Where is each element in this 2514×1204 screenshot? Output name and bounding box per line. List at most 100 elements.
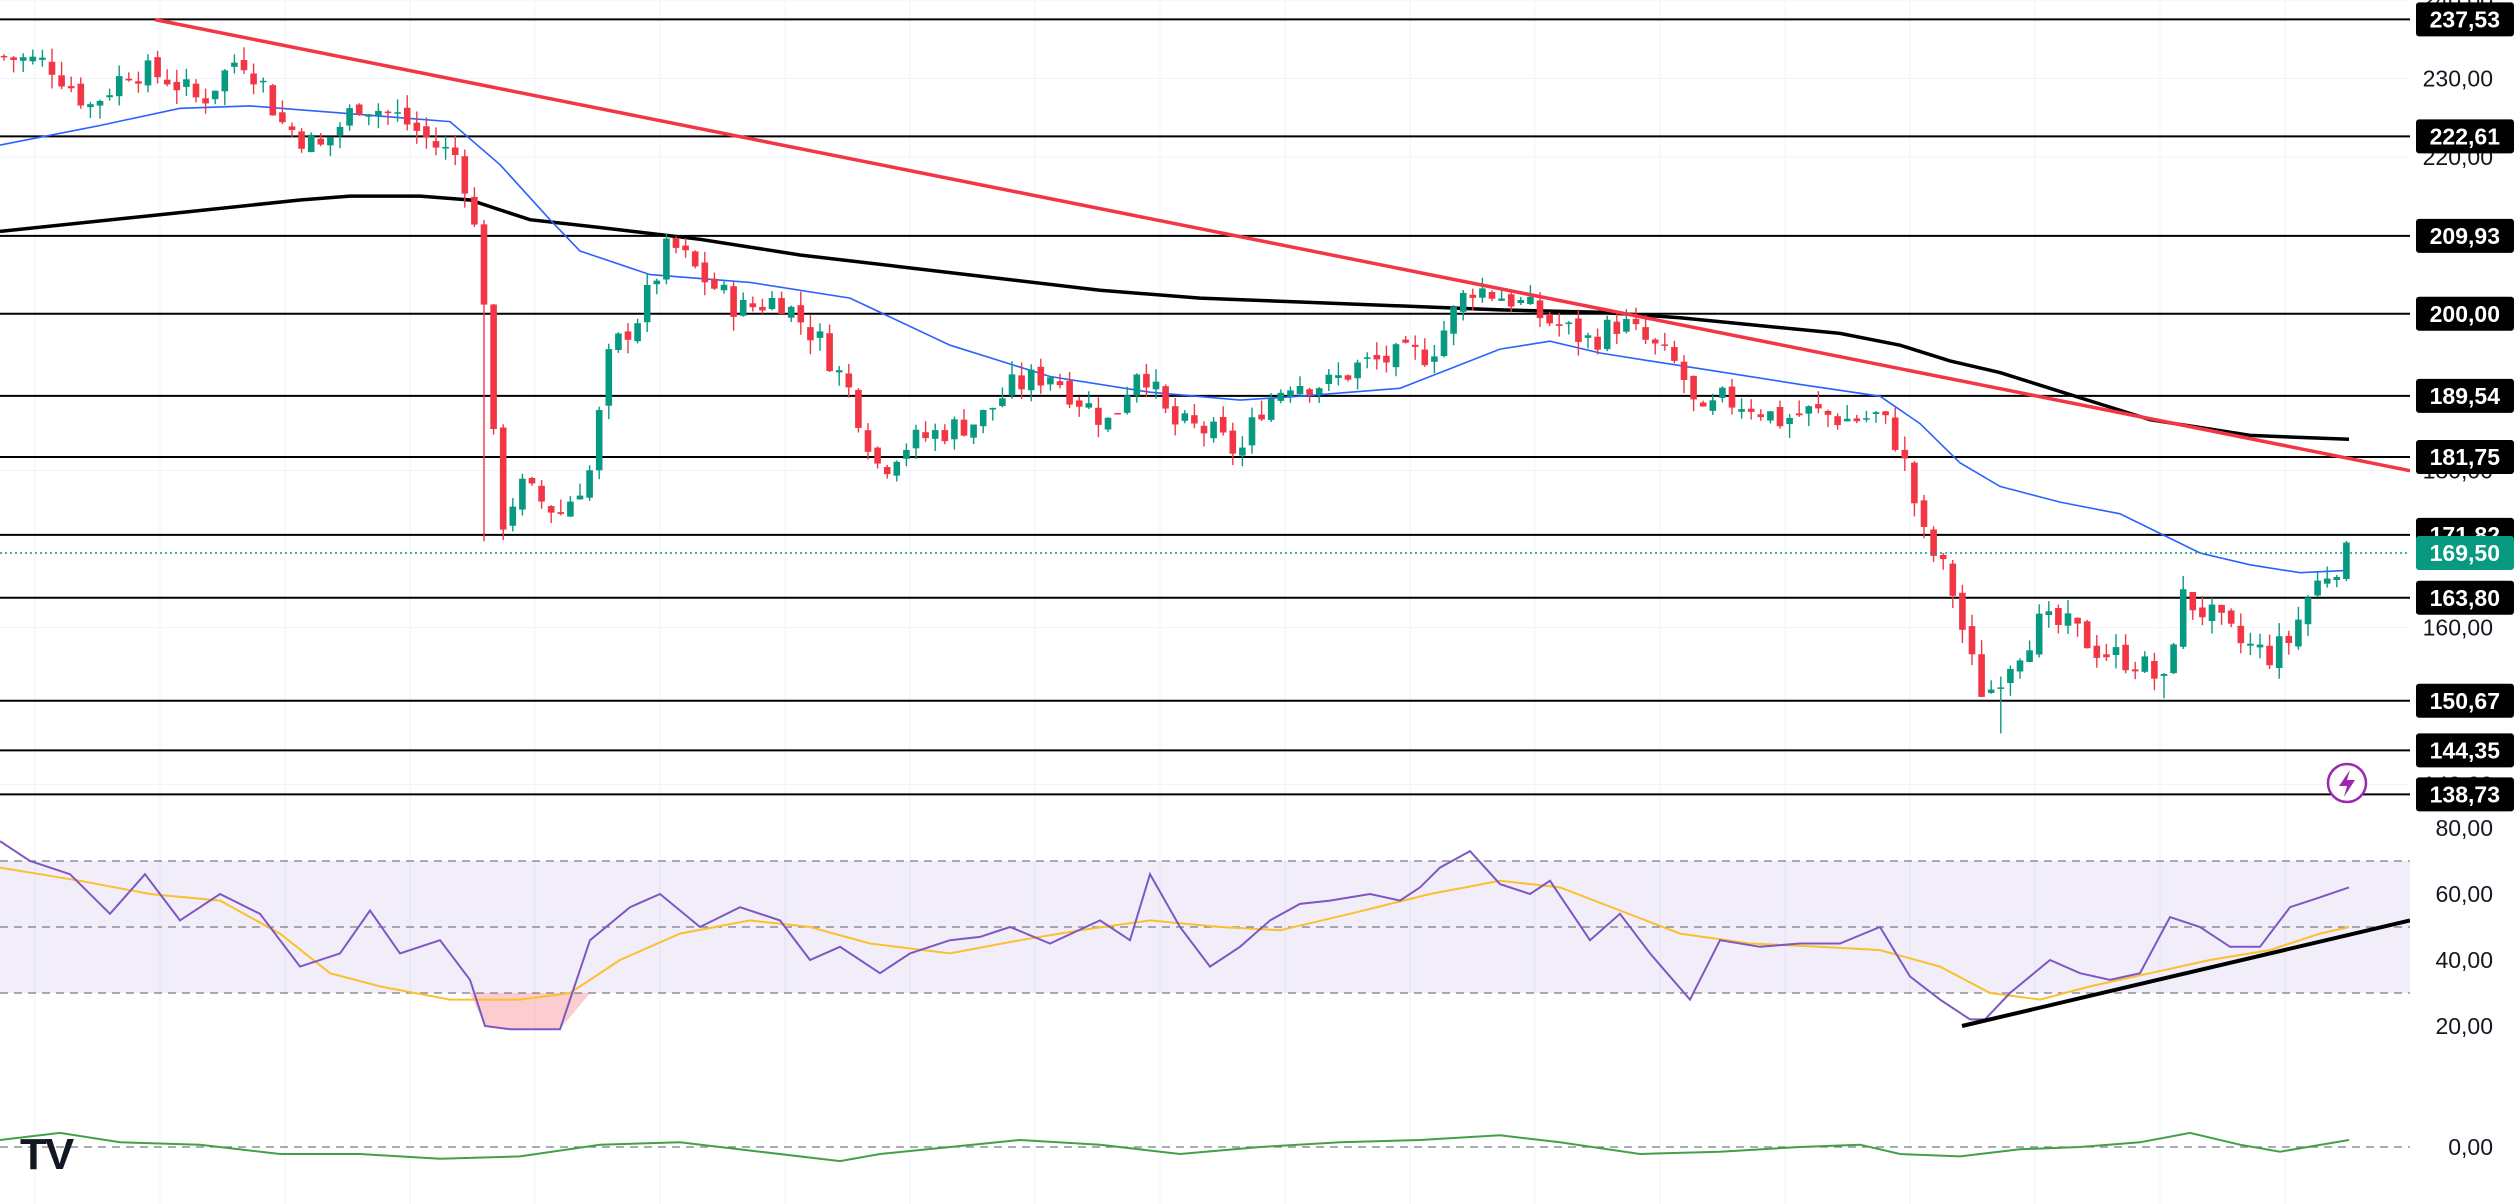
candle-body (202, 98, 209, 104)
osc-tick-label: 0,00 (2448, 1134, 2493, 1160)
candle-body (1075, 400, 1083, 407)
candle-body (1191, 415, 1198, 424)
level-label-box (2416, 296, 2514, 331)
candle-body (2199, 607, 2206, 618)
candle-body (1056, 381, 1064, 386)
candle-body (989, 407, 997, 410)
candle-body (1776, 407, 1784, 427)
candle-body (1978, 654, 1985, 697)
candle-body (1344, 375, 1352, 380)
sma-short-path (0, 105, 2350, 574)
trendline-path (154, 17, 2411, 473)
candle-body (528, 478, 536, 484)
candle-body (1325, 374, 1333, 384)
candle-body (845, 373, 853, 388)
candle-body (2026, 650, 2033, 662)
candle-body (1200, 425, 1208, 434)
candle-body (480, 224, 488, 305)
candle-body (2141, 656, 2149, 672)
candle-body (1287, 390, 1294, 396)
candle-body (1133, 374, 1141, 396)
candle-body (538, 485, 545, 502)
rsi-oversold-fill (470, 993, 590, 1030)
candle-body (768, 298, 776, 309)
candle-body (1459, 292, 1467, 312)
candle-body (1882, 411, 1889, 416)
level-label: 200,00 (2430, 301, 2500, 327)
candle-body (778, 298, 785, 314)
rsi-tick-label: 60,00 (2435, 881, 2493, 907)
candle-body (1719, 387, 1726, 398)
candle-body (432, 141, 440, 148)
level-label: 163,80 (2430, 585, 2500, 611)
rsi-tick-label: 80,00 (2435, 815, 2493, 841)
candle-body (442, 146, 449, 149)
level-label: 150,67 (2430, 688, 2500, 714)
candle-body (2179, 589, 2187, 647)
candle-body (1354, 362, 1361, 379)
candle-body (327, 137, 334, 146)
level-label: 138,73 (2430, 781, 2500, 807)
price-axis[interactable]: 240,00230,00220,00180,00160,00140,00237,… (2410, 0, 2514, 1204)
candle-body (1296, 386, 1304, 395)
candle-body (2247, 643, 2254, 646)
candle-body (1315, 388, 1323, 395)
candle-body (403, 107, 411, 125)
candle-body (1843, 418, 1851, 422)
candle-body (2122, 644, 2129, 671)
candle-body (1210, 421, 1217, 439)
candle-body (701, 262, 709, 283)
candle-body (1594, 336, 1601, 350)
candle-body (615, 333, 622, 350)
candle-body (307, 134, 315, 153)
candle-body (999, 398, 1006, 406)
candle-body (941, 430, 949, 442)
candle-body (183, 79, 190, 87)
candle-body (1123, 395, 1131, 413)
candle-body (231, 62, 238, 67)
candle-body (279, 112, 286, 123)
candle-body (384, 111, 392, 114)
candle-body (77, 83, 85, 106)
candle-body (250, 73, 257, 85)
candle-body (576, 495, 584, 500)
candle-body (2170, 644, 2177, 674)
candle-body (2266, 645, 2273, 666)
candle-body (1834, 416, 1841, 426)
candle-body (1853, 418, 1861, 422)
candle-body (1402, 339, 1409, 343)
candle-body (29, 56, 37, 62)
candle-body (1536, 300, 1544, 319)
candle-body (1901, 449, 1909, 459)
candle-body (2151, 661, 2158, 679)
candle-body (1891, 417, 1899, 450)
candle-body (509, 506, 517, 526)
candle-body (1248, 417, 1256, 446)
candle-body (634, 323, 641, 342)
sma-long-line (0, 194, 2350, 442)
candle-body (720, 284, 728, 291)
candle-body (2275, 636, 2283, 668)
candle-body (1277, 392, 1285, 401)
candlesticks (0, 47, 2350, 734)
candle-body (2016, 660, 2024, 672)
candle-body (67, 86, 75, 89)
candle-body (490, 304, 497, 429)
candle-body (1114, 413, 1121, 415)
rsi-band (0, 860, 2410, 994)
candle-body (1431, 356, 1438, 362)
candle-body (586, 470, 593, 498)
candle-body (1632, 318, 1640, 325)
candle-body (1517, 300, 1525, 303)
candle-body (471, 196, 478, 225)
candle-body (1363, 357, 1371, 359)
candle-body (1392, 344, 1400, 368)
candle-body (653, 280, 661, 285)
candle-body (1421, 349, 1429, 366)
candle-body (759, 306, 766, 311)
candle-body (48, 61, 56, 75)
candle-body (1603, 319, 1611, 350)
candle-body (1527, 296, 1534, 304)
lightning-icon[interactable] (2326, 762, 2368, 804)
